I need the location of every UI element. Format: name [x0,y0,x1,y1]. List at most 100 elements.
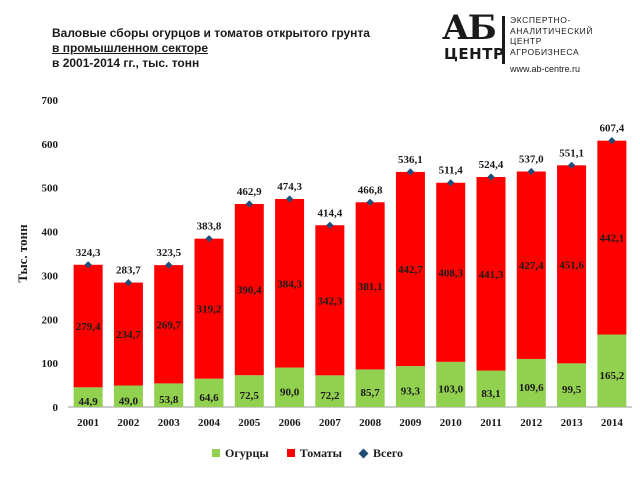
logo-mark: АБ ЦЕНТР [440,8,505,64]
bar-cucumbers [516,358,546,407]
total-marker [406,168,415,176]
total-marker [366,198,374,206]
x-tick-label: 2002 [117,417,140,429]
bar-tomatoes [315,225,345,376]
data-label-tomatoes: 279,4 [76,321,101,333]
data-label-tomatoes: 234,7 [116,329,141,341]
data-label-total: 524,4 [479,159,504,171]
bar-cucumbers [194,378,224,407]
data-label-cucumbers: 72,2 [320,390,340,402]
legend-swatch-cucumbers [212,449,220,457]
bar-tomatoes [113,282,143,386]
total-marker [567,161,576,169]
legend-label-total: Всего [373,445,403,460]
x-tick-label: 2013 [561,417,584,429]
bar-cucumbers [597,334,627,407]
data-label-total: 283,7 [116,265,141,277]
total-marker [608,137,616,145]
ab-centre-logo: АБ ЦЕНТР ЭКСПЕРТНО- АНАЛИТИЧЕСКИЙ ЦЕНТР … [440,8,630,76]
bar-tomatoes [436,182,466,362]
bar-tomatoes [395,171,425,367]
data-label-tomatoes: 408,3 [438,267,463,279]
data-label-cucumbers: 99,5 [562,384,582,396]
data-label-total: 474,3 [277,181,302,193]
x-tick-label: 2001 [77,417,99,429]
data-label-tomatoes: 390,4 [237,285,262,297]
bar-tomatoes [355,202,385,370]
y-tick-label: 200 [42,314,59,326]
x-tick-label: 2012 [520,417,543,429]
x-tick-label: 2004 [198,417,221,429]
total-marker [245,200,253,208]
logo-divider [502,16,505,64]
logo-caption-line-1: ЭКСПЕРТНО- [510,15,571,25]
legend-label-tomatoes: Томаты [299,445,343,460]
data-label-total: 462,9 [237,186,262,198]
data-label-cucumbers: 85,7 [361,387,381,399]
bar-cucumbers [113,385,143,407]
x-tick-label: 2003 [158,417,181,429]
total-marker [527,167,535,176]
x-tick-label: 2006 [279,417,302,429]
title-line-2: в промышленном секторе [52,41,209,55]
y-tick-label: 0 [53,402,59,414]
title-line-3: в 2001-2014 гг., тыс. тонн [52,56,200,70]
data-label-tomatoes: 319,2 [197,304,222,316]
chart-title: Валовые сборы огурцов и томатов открытог… [52,26,392,71]
y-tick-label: 500 [42,183,59,195]
x-tick-label: 2009 [399,417,422,429]
bar-cucumbers [355,369,385,407]
data-label-total: 536,1 [398,154,423,166]
data-label-total: 323,5 [156,247,181,259]
bar-cucumbers [436,361,466,407]
data-label-cucumbers: 90,0 [280,386,300,398]
data-label-tomatoes: 427,4 [519,260,544,272]
bar-cucumbers [315,375,345,407]
legend-item-total: Всего [358,445,403,461]
data-label-cucumbers: 83,1 [481,388,500,400]
data-label-total: 383,8 [197,221,222,233]
data-label-total: 511,4 [439,165,464,177]
x-tick-label: 2007 [319,417,342,429]
legend-swatch-tomatoes [286,449,295,457]
logo-caption-line-2: АНАЛИТИЧЕСКИЙ [510,25,594,36]
y-tick-label: 300 [42,270,59,282]
legend-item-tomatoes: Томаты [286,445,343,461]
x-tick-label: 2008 [359,417,382,429]
total-marker [124,278,133,287]
total-marker [285,195,294,203]
data-label-total: 537,0 [519,153,544,165]
data-label-cucumbers: 109,6 [519,382,544,394]
total-marker [447,179,455,187]
bar-tomatoes [234,203,264,376]
logo-mark-bottom: ЦЕНТР [444,45,505,63]
bar-cucumbers [154,383,184,407]
bar-cucumbers [557,363,587,407]
logo-caption-line-3: ЦЕНТР [510,36,542,46]
chart-legend: Огурцы Томаты Всего [212,445,421,461]
data-label-tomatoes: 442,1 [599,233,624,245]
data-label-total: 324,3 [76,247,101,259]
x-tick-label: 2010 [440,417,463,429]
data-label-cucumbers: 44,9 [79,396,99,408]
total-marker [165,261,173,269]
y-tick-label: 100 [42,358,59,370]
data-label-total: 607,4 [599,123,624,135]
legend-item-cucumbers: Огурцы [212,446,269,461]
total-marker [326,221,334,229]
data-label-tomatoes: 451,6 [559,259,584,271]
bar-tomatoes [597,140,627,335]
data-label-tomatoes: 342,3 [317,295,342,307]
data-label-cucumbers: 49,0 [119,395,139,407]
data-label-tomatoes: 269,7 [156,319,181,331]
bar-tomatoes [516,171,546,359]
bar-cucumbers [476,370,506,407]
data-label-tomatoes: 442,7 [398,264,423,276]
bar-tomatoes [557,165,587,364]
bar-tomatoes [154,265,184,384]
data-label-cucumbers: 64,6 [199,392,219,404]
logo-caption: ЭКСПЕРТНО- АНАЛИТИЧЕСКИЙ ЦЕНТР АГРОБИЗНЕ… [510,15,593,57]
total-marker [84,261,92,269]
data-label-cucumbers: 103,0 [438,383,463,395]
data-label-total: 414,4 [317,207,342,219]
